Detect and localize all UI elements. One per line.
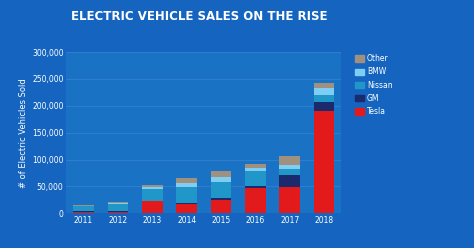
Bar (314, 94, 334, 101)
Y-axis label: # of Electric Vehicles Sold: # of Electric Vehicles Sold (19, 78, 28, 187)
Bar (314, 111, 334, 213)
Bar (210, 200, 231, 213)
Bar (176, 178, 197, 183)
Bar (210, 171, 231, 177)
Bar (73, 205, 94, 206)
Bar (108, 202, 128, 203)
Bar (176, 204, 197, 213)
Bar (176, 183, 197, 187)
Bar (210, 198, 231, 200)
Bar (279, 175, 300, 187)
Bar (245, 186, 265, 188)
Bar (314, 101, 334, 111)
Legend: Other, BMW, Nissan, GM, Tesla: Other, BMW, Nissan, GM, Tesla (353, 53, 394, 118)
Bar (108, 211, 128, 212)
Bar (142, 201, 163, 213)
Bar (73, 212, 94, 213)
Bar (245, 164, 265, 168)
Bar (142, 189, 163, 201)
Bar (108, 212, 128, 213)
Bar (73, 206, 94, 211)
Bar (279, 169, 300, 175)
Bar (176, 187, 197, 203)
Text: ELECTRIC VEHICLE SALES ON THE RISE: ELECTRIC VEHICLE SALES ON THE RISE (71, 10, 328, 23)
Bar (108, 203, 128, 204)
Bar (73, 211, 94, 212)
Bar (314, 88, 334, 94)
Bar (176, 203, 197, 204)
Bar (245, 188, 265, 213)
Bar (314, 83, 334, 88)
Bar (279, 156, 300, 165)
Bar (279, 187, 300, 213)
Bar (279, 165, 300, 169)
Bar (108, 204, 128, 211)
Bar (210, 177, 231, 182)
Bar (142, 187, 163, 189)
Bar (245, 171, 265, 186)
Bar (245, 168, 265, 171)
Bar (210, 182, 231, 198)
Bar (142, 185, 163, 187)
